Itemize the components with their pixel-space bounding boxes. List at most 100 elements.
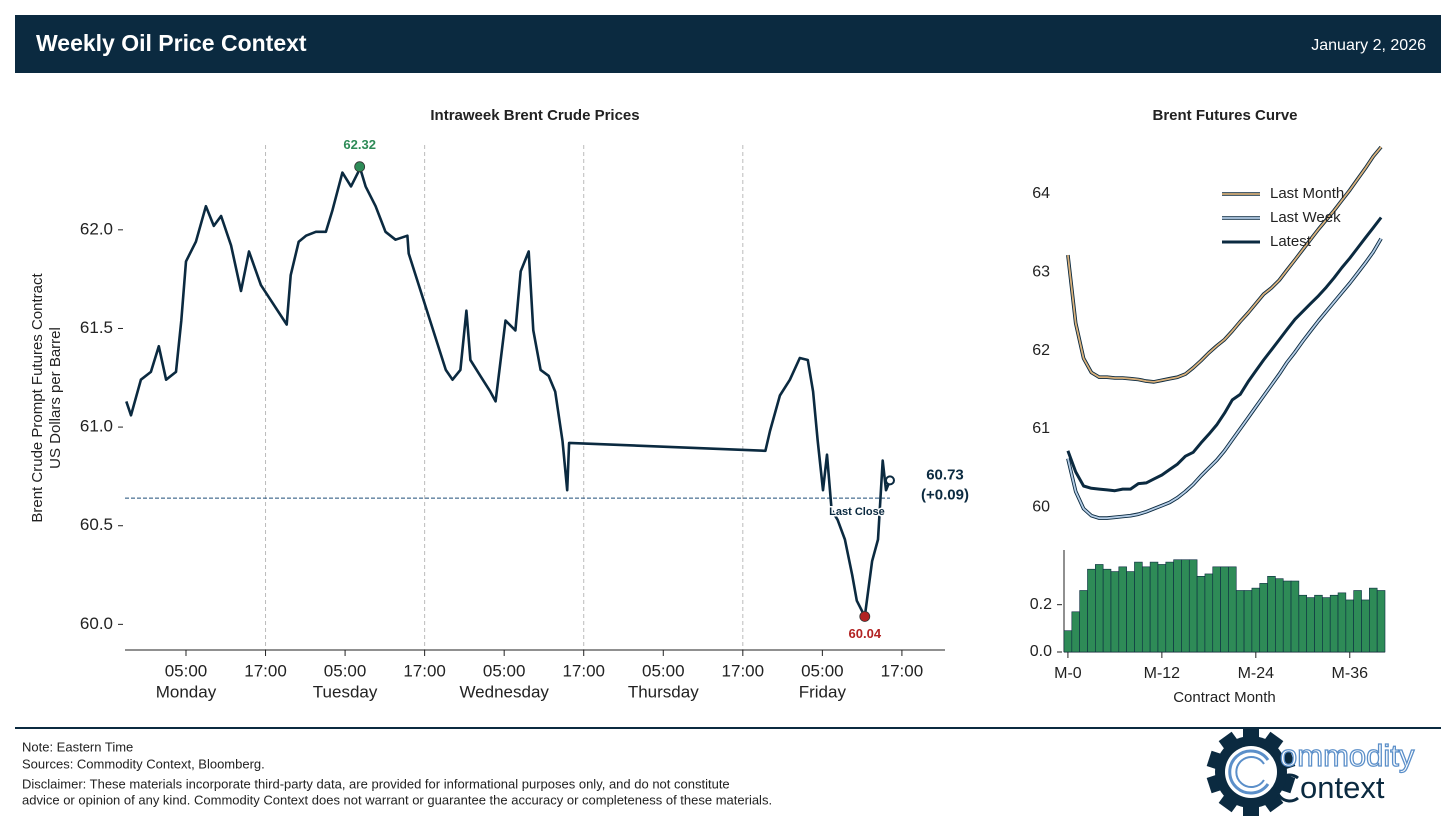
- y-tick-label: 0.0: [1030, 643, 1052, 660]
- bar: [1173, 559, 1182, 653]
- y-tick-label: 61: [1032, 420, 1050, 437]
- bar: [1079, 590, 1088, 653]
- bar: [1181, 559, 1190, 653]
- bar: [1095, 564, 1104, 653]
- series-line: [1067, 146, 1382, 383]
- x-tick-label: M-36: [1332, 665, 1369, 682]
- bar: [1235, 590, 1245, 653]
- x-tick-label: 17:00: [403, 661, 446, 680]
- series-line: [1067, 238, 1382, 519]
- bar: [1118, 566, 1127, 653]
- y-tick-label: 0.2: [1030, 596, 1052, 613]
- chart-title: Brent Futures Curve: [1152, 107, 1297, 124]
- low-marker: [859, 611, 871, 622]
- logo-text: ontext: [1300, 770, 1385, 805]
- bar: [1329, 594, 1339, 653]
- bar: [1376, 590, 1386, 653]
- series-line: [1066, 216, 1383, 493]
- bar: [1243, 590, 1253, 653]
- y-axis-label: US Dollars per Barrel: [47, 327, 64, 469]
- bar: [1157, 564, 1167, 653]
- x-tick-label: M-0: [1054, 665, 1082, 682]
- peak-marker: [354, 161, 366, 173]
- bar: [1188, 559, 1198, 653]
- bar: [1063, 630, 1073, 653]
- bar: [1110, 571, 1120, 653]
- y-tick-label: 62: [1032, 342, 1050, 359]
- y-tick-label: 63: [1032, 264, 1050, 281]
- y-tick-label: 62.0: [80, 219, 113, 238]
- y-tick-label: 60: [1032, 498, 1050, 515]
- x-tick-day: Thursday: [628, 682, 699, 701]
- y-tick-label: 61.5: [80, 318, 113, 337]
- bar: [1220, 566, 1229, 653]
- bar: [1259, 583, 1268, 653]
- x-tick-label: M-12: [1144, 665, 1181, 682]
- x-tick-day: Friday: [799, 682, 847, 701]
- bar: [1149, 561, 1159, 653]
- bar: [1314, 594, 1323, 653]
- logo-c: [1235, 756, 1265, 788]
- bar: [1353, 590, 1362, 653]
- logo-gear-hole: [1225, 746, 1277, 798]
- x-tick-label: 17:00: [881, 661, 924, 680]
- y-tick-label: 61.0: [80, 417, 113, 436]
- low-label: 60.04: [849, 626, 882, 641]
- last-close-label: Last Close: [829, 506, 885, 518]
- bar: [1087, 568, 1096, 653]
- legend-label: Latest: [1270, 233, 1312, 250]
- x-tick-label: M-24: [1238, 665, 1275, 682]
- bar: [1290, 580, 1300, 653]
- x-axis-label: Contract Month: [1173, 689, 1276, 706]
- bar: [1306, 597, 1315, 653]
- bar: [1369, 587, 1378, 653]
- bar: [1298, 594, 1308, 653]
- x-tick-day: Wednesday: [459, 682, 549, 701]
- bar: [1196, 575, 1206, 653]
- x-tick-label: 05:00: [642, 661, 685, 680]
- y-axis-label: Brent Crude Prompt Futures Contract: [29, 273, 46, 523]
- bar: [1282, 580, 1292, 653]
- x-tick-day: Monday: [156, 682, 217, 701]
- bar: [1275, 578, 1284, 653]
- logo-text: ommodity: [1280, 738, 1415, 773]
- footer-disclaimer: Disclaimer: These materials incorporate …: [22, 776, 730, 791]
- last-change-label: (+0.09): [921, 486, 969, 503]
- logo-c: [1275, 773, 1299, 803]
- legend-label: Last Week: [1270, 209, 1341, 226]
- x-tick-label: 05:00: [801, 661, 844, 680]
- footer-disclaimer: advice or opinion of any kind. Commodity…: [22, 792, 772, 807]
- bar: [1134, 561, 1143, 653]
- x-tick-label: 17:00: [722, 661, 765, 680]
- header-bar: [15, 15, 1441, 73]
- page-date: January 2, 2026: [1311, 37, 1426, 54]
- bar: [1126, 571, 1135, 653]
- peak-label: 62.32: [343, 137, 376, 152]
- x-tick-label: 05:00: [165, 661, 208, 680]
- last-marker: [884, 475, 895, 486]
- logo-c: [1228, 749, 1270, 795]
- bar: [1345, 599, 1354, 653]
- bar: [1361, 599, 1370, 653]
- footer-sources: Sources: Commodity Context, Bloomberg.: [22, 756, 265, 771]
- bar: [1204, 573, 1214, 653]
- bar: [1337, 592, 1347, 653]
- bar: [1165, 561, 1174, 653]
- bar: [1102, 568, 1112, 653]
- x-tick-day: Tuesday: [313, 682, 378, 701]
- legend-label: Last Month: [1270, 185, 1344, 202]
- footer-note: Note: Eastern Time: [22, 739, 133, 754]
- last-value-label: 60.73: [926, 466, 964, 483]
- bar: [1212, 566, 1221, 653]
- x-tick-label: 05:00: [483, 661, 526, 680]
- y-tick-label: 60.5: [80, 515, 113, 534]
- y-tick-label: 64: [1032, 185, 1050, 202]
- bar: [1141, 566, 1151, 653]
- bar: [1071, 611, 1080, 653]
- x-tick-label: 05:00: [324, 661, 367, 680]
- bar: [1322, 597, 1331, 653]
- bar: [1251, 587, 1261, 653]
- chart-title: Intraweek Brent Crude Prices: [430, 107, 639, 124]
